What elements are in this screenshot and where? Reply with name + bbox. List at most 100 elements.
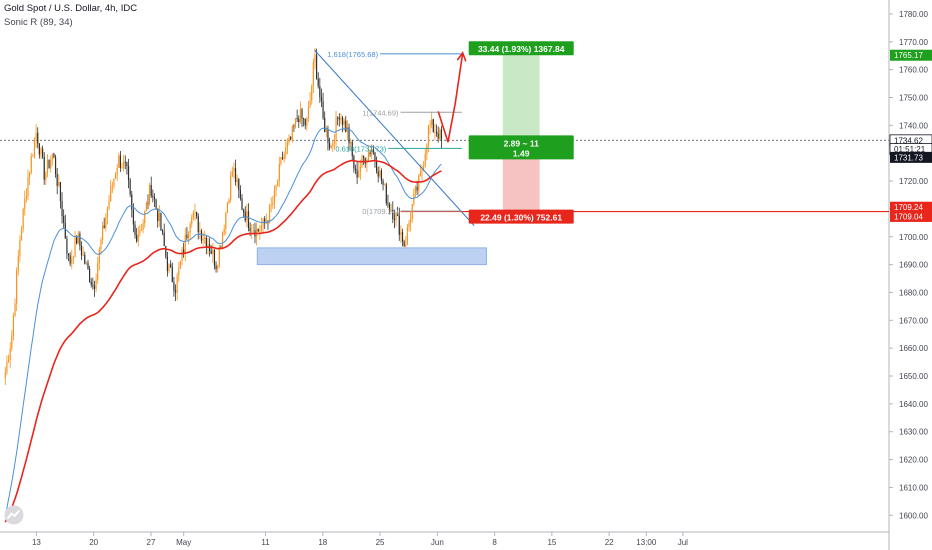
y-tick-label: 1640.00 <box>899 400 928 409</box>
candle <box>427 125 430 146</box>
candle <box>435 131 438 134</box>
candle <box>205 237 207 248</box>
candle <box>111 185 113 187</box>
candle <box>340 117 342 120</box>
candle <box>283 154 285 159</box>
candle <box>252 230 254 232</box>
candle <box>16 270 18 304</box>
risk-reward-label-bg <box>468 135 574 160</box>
candle <box>147 203 149 204</box>
price-axis-label-text: 01:51:21 <box>894 145 926 154</box>
candle <box>278 164 280 181</box>
candle <box>424 154 426 167</box>
candle <box>270 204 272 206</box>
candle <box>64 222 66 239</box>
candle <box>369 152 371 155</box>
candle <box>281 157 284 159</box>
candle <box>401 231 404 242</box>
candle <box>184 234 186 253</box>
candle <box>72 257 74 259</box>
symbol-title[interactable]: Gold Spot / U.S. Dollar, 4h, IDC <box>4 3 138 14</box>
candle <box>439 129 441 139</box>
candle <box>290 137 292 140</box>
y-tick-label: 1720.00 <box>899 177 928 186</box>
candle <box>257 228 259 232</box>
x-tick-label: Jun <box>431 538 444 547</box>
candle <box>11 335 13 349</box>
candle <box>397 212 399 216</box>
candle <box>332 142 334 147</box>
price-axis-label-bg <box>890 49 932 61</box>
candle <box>84 254 86 264</box>
x-tick-label: 13 <box>32 538 41 547</box>
candle <box>158 212 160 222</box>
candle <box>228 199 230 204</box>
candle <box>37 132 39 144</box>
candle <box>17 256 19 271</box>
candle <box>288 137 290 143</box>
candle <box>215 265 217 270</box>
candle <box>405 243 407 247</box>
loss-label[interactable]: 22.49 (1.30%) 752.61 <box>468 209 574 224</box>
risk-reward-label-text: 1.49 <box>513 148 530 158</box>
candle <box>66 238 68 254</box>
candle <box>7 359 10 362</box>
candle <box>247 211 250 229</box>
candle <box>63 215 65 223</box>
candle <box>345 120 347 132</box>
price-axis-label-bg <box>890 151 932 163</box>
indicator-legend[interactable]: Sonic R (89, 34) <box>4 17 73 28</box>
candle <box>89 268 91 282</box>
candle <box>12 315 15 336</box>
profit-label[interactable]: 33.44 (1.93%) 1367.84 <box>468 41 574 56</box>
y-tick-label: 1780.00 <box>899 10 928 19</box>
candle <box>174 290 177 293</box>
candle <box>77 233 79 244</box>
candle <box>353 156 355 169</box>
candle <box>418 175 420 191</box>
candle <box>132 209 134 225</box>
candle <box>371 149 373 155</box>
candle <box>157 208 159 222</box>
candle <box>264 218 266 224</box>
x-tick-label: 18 <box>318 538 327 547</box>
price-axis-label-text: 1765.17 <box>894 51 923 60</box>
candle <box>238 179 240 190</box>
candle <box>239 189 241 199</box>
candle <box>119 155 122 168</box>
y-tick-label: 1750.00 <box>899 93 928 102</box>
candle <box>24 198 26 209</box>
candle <box>421 170 423 173</box>
candle <box>392 210 394 219</box>
candle <box>142 223 144 230</box>
projection-arrowhead <box>456 51 467 62</box>
candle <box>197 216 199 233</box>
candle <box>384 184 386 186</box>
candle <box>79 233 81 246</box>
risk-reward-label[interactable]: 2.89 ~ 111.49 <box>468 135 574 160</box>
candle <box>165 246 167 257</box>
candle <box>187 232 190 239</box>
y-tick-label: 1770.00 <box>899 38 928 47</box>
candle <box>50 160 52 169</box>
candle <box>317 78 319 87</box>
candle <box>54 157 57 174</box>
candle <box>61 200 63 216</box>
candle <box>40 148 42 155</box>
candle <box>210 250 212 254</box>
candle <box>338 117 340 120</box>
candle <box>9 348 11 360</box>
candle <box>168 264 170 272</box>
candle <box>51 153 53 161</box>
candle <box>92 284 94 286</box>
tradingview-logo-icon[interactable] <box>4 505 24 525</box>
candle <box>113 178 115 186</box>
candle <box>304 118 306 126</box>
candle <box>213 249 216 266</box>
candle <box>337 117 339 119</box>
candle <box>48 160 50 169</box>
candle <box>194 211 196 213</box>
candle <box>95 279 97 289</box>
